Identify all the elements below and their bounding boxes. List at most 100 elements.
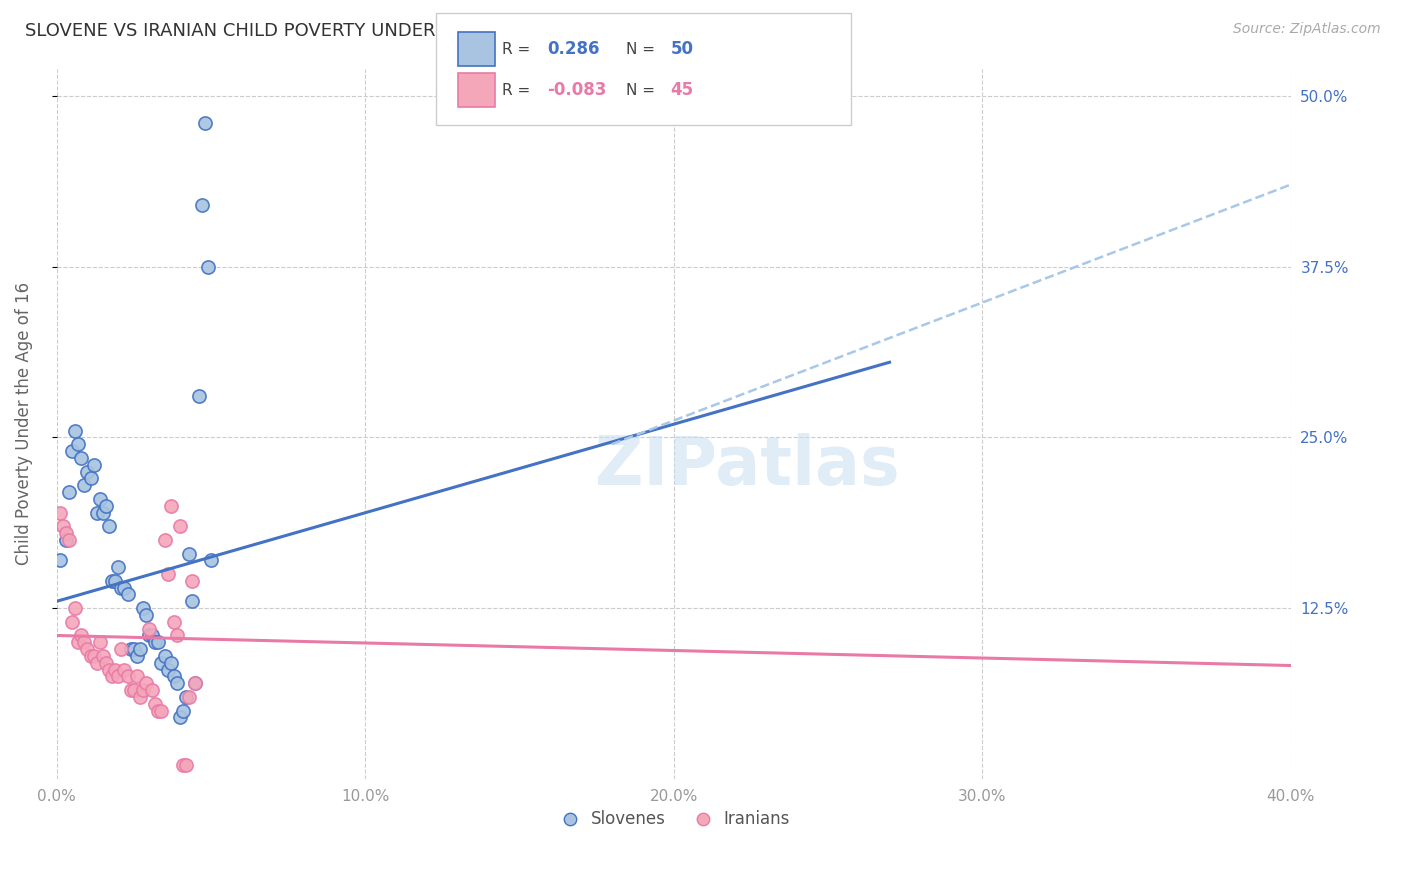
Point [122, 642, 145, 657]
Legend: Slovenes, Iranians: Slovenes, Iranians [551, 803, 797, 835]
Point [55, 526, 77, 541]
Point [153, 648, 176, 663]
Point [150, 704, 173, 718]
Point [143, 697, 166, 711]
Point [200, 553, 222, 567]
Point [70, 450, 93, 465]
Point [143, 635, 166, 649]
Point [101, 669, 124, 683]
Point [190, 198, 212, 212]
Point [67, 635, 90, 649]
Point [55, 533, 77, 547]
Text: N =: N = [626, 42, 659, 56]
Text: Source: ZipAtlas.com: Source: ZipAtlas.com [1233, 22, 1381, 37]
Point [60, 444, 83, 458]
Point [129, 690, 152, 704]
Point [132, 601, 155, 615]
Point [181, 574, 204, 588]
Point [125, 648, 148, 663]
Point [60, 615, 83, 629]
Point [125, 669, 148, 683]
Point [184, 676, 207, 690]
Point [141, 628, 163, 642]
Point [76, 465, 98, 479]
Point [117, 587, 139, 601]
Point [83, 648, 105, 663]
Point [120, 642, 142, 657]
Point [148, 704, 170, 718]
Point [179, 690, 201, 704]
Text: R =: R = [502, 42, 536, 56]
Point [117, 669, 139, 683]
Point [48, 506, 70, 520]
Point [159, 499, 181, 513]
Point [86, 656, 108, 670]
Point [98, 519, 121, 533]
Point [91, 648, 114, 663]
Point [89, 635, 111, 649]
Point [76, 642, 98, 657]
Point [73, 635, 96, 649]
Point [110, 581, 132, 595]
Point [169, 519, 191, 533]
Point [79, 471, 101, 485]
Point [179, 547, 201, 561]
Point [194, 116, 217, 130]
Text: 0.286: 0.286 [547, 40, 599, 58]
Point [98, 663, 121, 677]
Point [159, 656, 181, 670]
Point [104, 574, 127, 588]
Text: N =: N = [626, 83, 659, 97]
Point [181, 594, 204, 608]
Point [169, 710, 191, 724]
Point [120, 683, 142, 698]
Point [156, 566, 179, 581]
Point [166, 628, 188, 642]
Point [79, 648, 101, 663]
Point [114, 663, 136, 677]
Text: R =: R = [502, 83, 536, 97]
Point [163, 669, 186, 683]
Text: SLOVENE VS IRANIAN CHILD POVERTY UNDER THE AGE OF 16 CORRELATION CHART: SLOVENE VS IRANIAN CHILD POVERTY UNDER T… [25, 22, 779, 40]
Point [107, 669, 129, 683]
Point [148, 635, 170, 649]
Point [156, 663, 179, 677]
Point [132, 683, 155, 698]
Point [58, 485, 80, 500]
Point [172, 704, 194, 718]
Text: 50: 50 [671, 40, 693, 58]
Point [104, 663, 127, 677]
Point [153, 533, 176, 547]
Point [91, 506, 114, 520]
Point [129, 642, 152, 657]
Point [101, 574, 124, 588]
Point [135, 607, 157, 622]
Point [86, 506, 108, 520]
Point [163, 615, 186, 629]
Point [107, 560, 129, 574]
Point [63, 424, 86, 438]
Point [184, 676, 207, 690]
Y-axis label: Child Poverty Under the Age of 16: Child Poverty Under the Age of 16 [15, 282, 32, 566]
Point [48, 553, 70, 567]
Point [187, 389, 209, 403]
Point [52, 519, 75, 533]
Point [83, 458, 105, 472]
Point [114, 581, 136, 595]
Point [89, 491, 111, 506]
Point [138, 628, 160, 642]
Point [172, 758, 194, 772]
Point [70, 628, 93, 642]
Point [73, 478, 96, 492]
Text: 45: 45 [671, 81, 693, 99]
Text: -0.083: -0.083 [547, 81, 606, 99]
Point [174, 690, 197, 704]
Point [135, 676, 157, 690]
Point [197, 260, 219, 274]
Point [122, 683, 145, 698]
Point [58, 533, 80, 547]
Text: ZIPatlas: ZIPatlas [595, 434, 900, 500]
Point [67, 437, 90, 451]
Point [138, 622, 160, 636]
Point [166, 676, 188, 690]
